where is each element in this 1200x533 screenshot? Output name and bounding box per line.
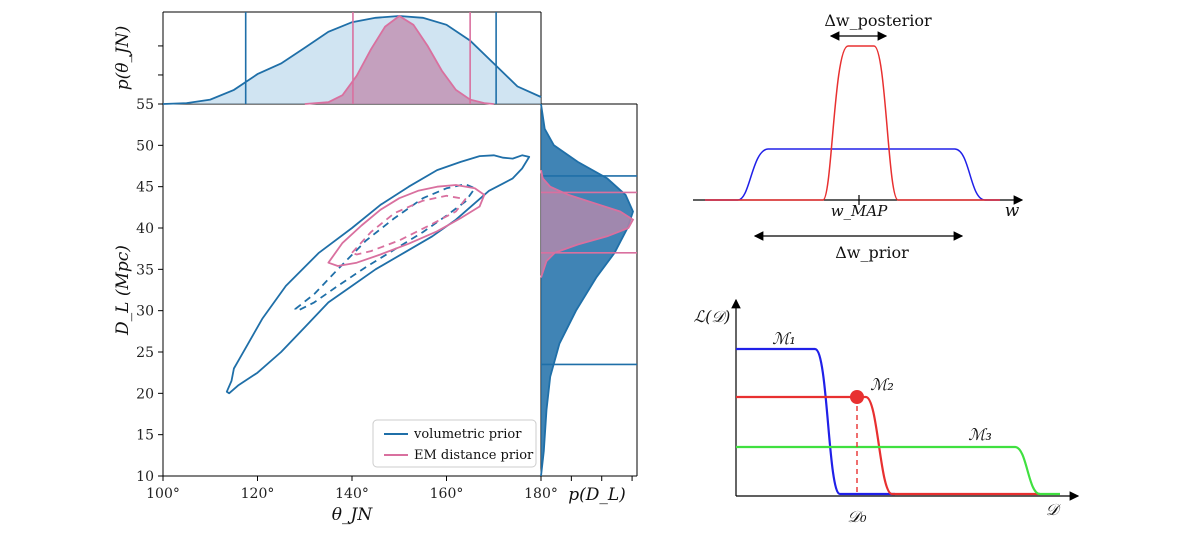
- legend: volumetric prior EM distance prior: [372, 419, 537, 468]
- x-tick-label: 180°: [524, 486, 558, 502]
- model-3-label: ℳ₃: [968, 425, 992, 444]
- em-theta-fill: [304, 16, 494, 104]
- volumetric-theta-curve: [162, 15, 542, 105]
- y-tick-label: 55: [136, 97, 154, 113]
- prior-curve: [705, 148, 1000, 201]
- y-tick-label: 50: [136, 138, 154, 154]
- dl-marginal-label: p(D_L): [568, 485, 626, 505]
- volumetric-contour-50: [294, 183, 476, 312]
- y-tick-label: 40: [136, 221, 154, 237]
- prior-width-label: Δw_prior: [835, 243, 909, 262]
- y-tick-label: 25: [136, 345, 154, 361]
- w-axis-label: w: [1005, 201, 1020, 221]
- y-tick-label: 10: [136, 469, 154, 485]
- em-dl-fill: [541, 170, 633, 278]
- em-contour-90: [327, 184, 486, 267]
- occam-width-diagram: Δw_posterior w_MAP w Δw_prior: [693, 11, 1024, 262]
- model-1-curve: [736, 347, 895, 496]
- evidence-diagram: ℒ(𝒟) 𝒟 ℳ₁ ℳ₂ ℳ₃ 𝒟₀: [694, 298, 1080, 526]
- dl-marginal-panel: [540, 103, 638, 477]
- x-axis-label: θ_JN: [332, 505, 374, 525]
- x-tick-label: 100°: [146, 486, 180, 502]
- legend-box: [372, 419, 537, 468]
- w-map-label: w_MAP: [831, 202, 889, 220]
- joint-plot: 100° 120° 140° 160° 180° 10 15 20 25 30 35 40 45 50 55…: [113, 11, 638, 525]
- y-tick-label: 30: [136, 304, 154, 320]
- theta-marginal-panel: [162, 11, 542, 105]
- volumetric-dl-curve: [540, 103, 634, 477]
- model-2-curve: [736, 395, 1040, 496]
- x-tick-label: 160°: [430, 486, 464, 502]
- legend-label-volumetric: volumetric prior: [413, 427, 522, 442]
- legend-label-em: EM distance prior: [414, 448, 534, 463]
- model-1-label: ℳ₁: [772, 329, 796, 348]
- likelihood-axis-label: ℒ(𝒟): [694, 307, 731, 326]
- y-tick-label: 15: [136, 428, 154, 444]
- y-axis-label: D_L (Mpc): [113, 245, 133, 336]
- d0-label: 𝒟₀: [847, 507, 867, 526]
- em-theta-curve: [304, 14, 494, 105]
- volumetric-dl-fill: [541, 104, 633, 476]
- y-tick-label: 45: [136, 180, 154, 196]
- em-contour-50: [351, 194, 467, 256]
- y-tick-label: 35: [136, 262, 154, 278]
- data-axis-label: 𝒟: [1046, 500, 1062, 519]
- volumetric-contour-90: [225, 154, 531, 395]
- posterior-curve: [705, 45, 1000, 201]
- posterior-width-label: Δw_posterior: [824, 11, 932, 30]
- model-2-label: ℳ₂: [870, 375, 894, 394]
- x-tick-label: 140°: [335, 486, 369, 502]
- y-tick-label: 20: [136, 386, 154, 402]
- d0-marker: [850, 390, 864, 404]
- model-3-curve: [736, 445, 1060, 496]
- theta-marginal-label: p(θ_JN): [113, 26, 133, 91]
- x-tick-label: 120°: [241, 486, 275, 502]
